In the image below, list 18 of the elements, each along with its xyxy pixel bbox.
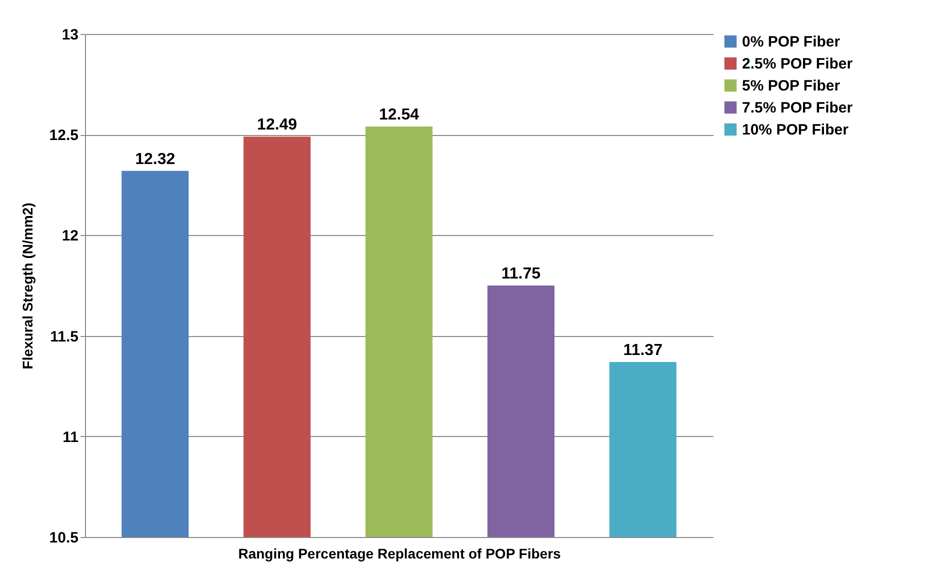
y-tick-label: 11.5 <box>50 328 78 346</box>
x-axis-title: Ranging Percentage Replacement of POP Fibers <box>238 546 562 562</box>
legend-label: 5% POP Fiber <box>742 78 840 94</box>
legend-label: 0% POP Fiber <box>742 34 840 50</box>
y-tick-label: 13 <box>62 26 78 44</box>
data-label: 11.37 <box>623 342 663 359</box>
data-label: 12.54 <box>378 106 420 124</box>
y-axis-title: Flexural Stregth (N/mm2) <box>19 202 36 370</box>
legend-label: 2.5% POP Fiber <box>742 56 853 72</box>
y-tick-label: 10.5 <box>49 530 78 546</box>
legend-label: 10% POP Fiber <box>742 122 849 138</box>
data-label: 11.75 <box>501 266 541 282</box>
data-label: 12.32 <box>135 150 176 168</box>
data-label: 12.49 <box>257 116 298 134</box>
y-tick-label: 11 <box>62 428 78 446</box>
legend-label: 7.5% POP Fiber <box>742 100 853 116</box>
y-tick-label: 12 <box>62 228 78 245</box>
y-tick-label: 12.5 <box>49 127 78 144</box>
